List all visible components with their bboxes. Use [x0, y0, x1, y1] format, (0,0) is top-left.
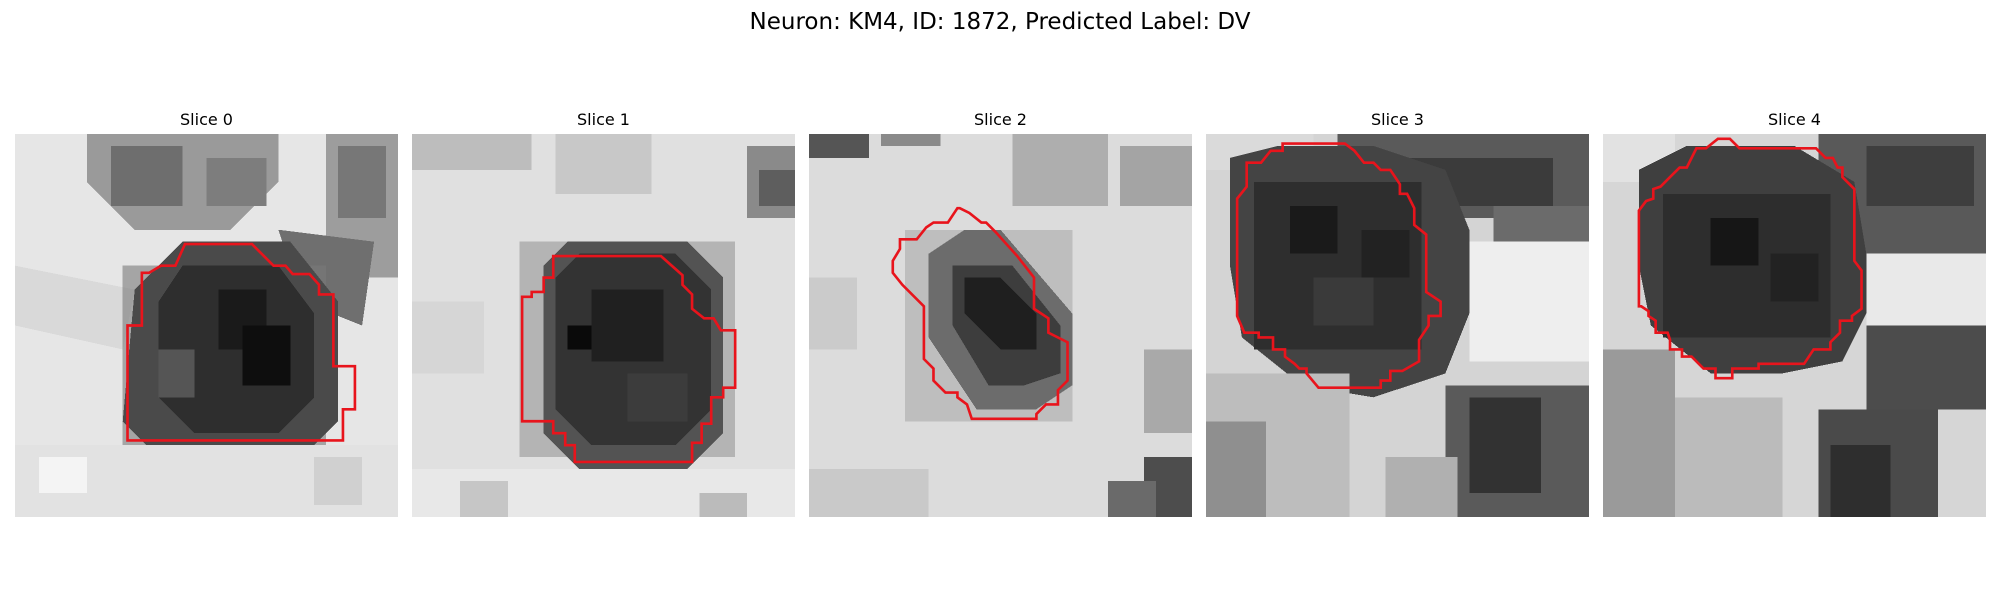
slice-0-image — [15, 134, 398, 517]
slice-0-title: Slice 0 — [180, 110, 233, 129]
figure-title: Neuron: KM4, ID: 1872, Predicted Label: … — [749, 9, 1251, 35]
slice-1-title: Slice 1 — [577, 110, 630, 129]
slice-2-title: Slice 2 — [974, 110, 1027, 129]
slice-2-image — [809, 134, 1192, 517]
slice-4-image — [1603, 134, 1986, 517]
slice-4-title: Slice 4 — [1768, 110, 1821, 129]
slice-3-image — [1206, 134, 1589, 517]
slice-3-title: Slice 3 — [1371, 110, 1424, 129]
slice-1-image — [412, 134, 795, 517]
